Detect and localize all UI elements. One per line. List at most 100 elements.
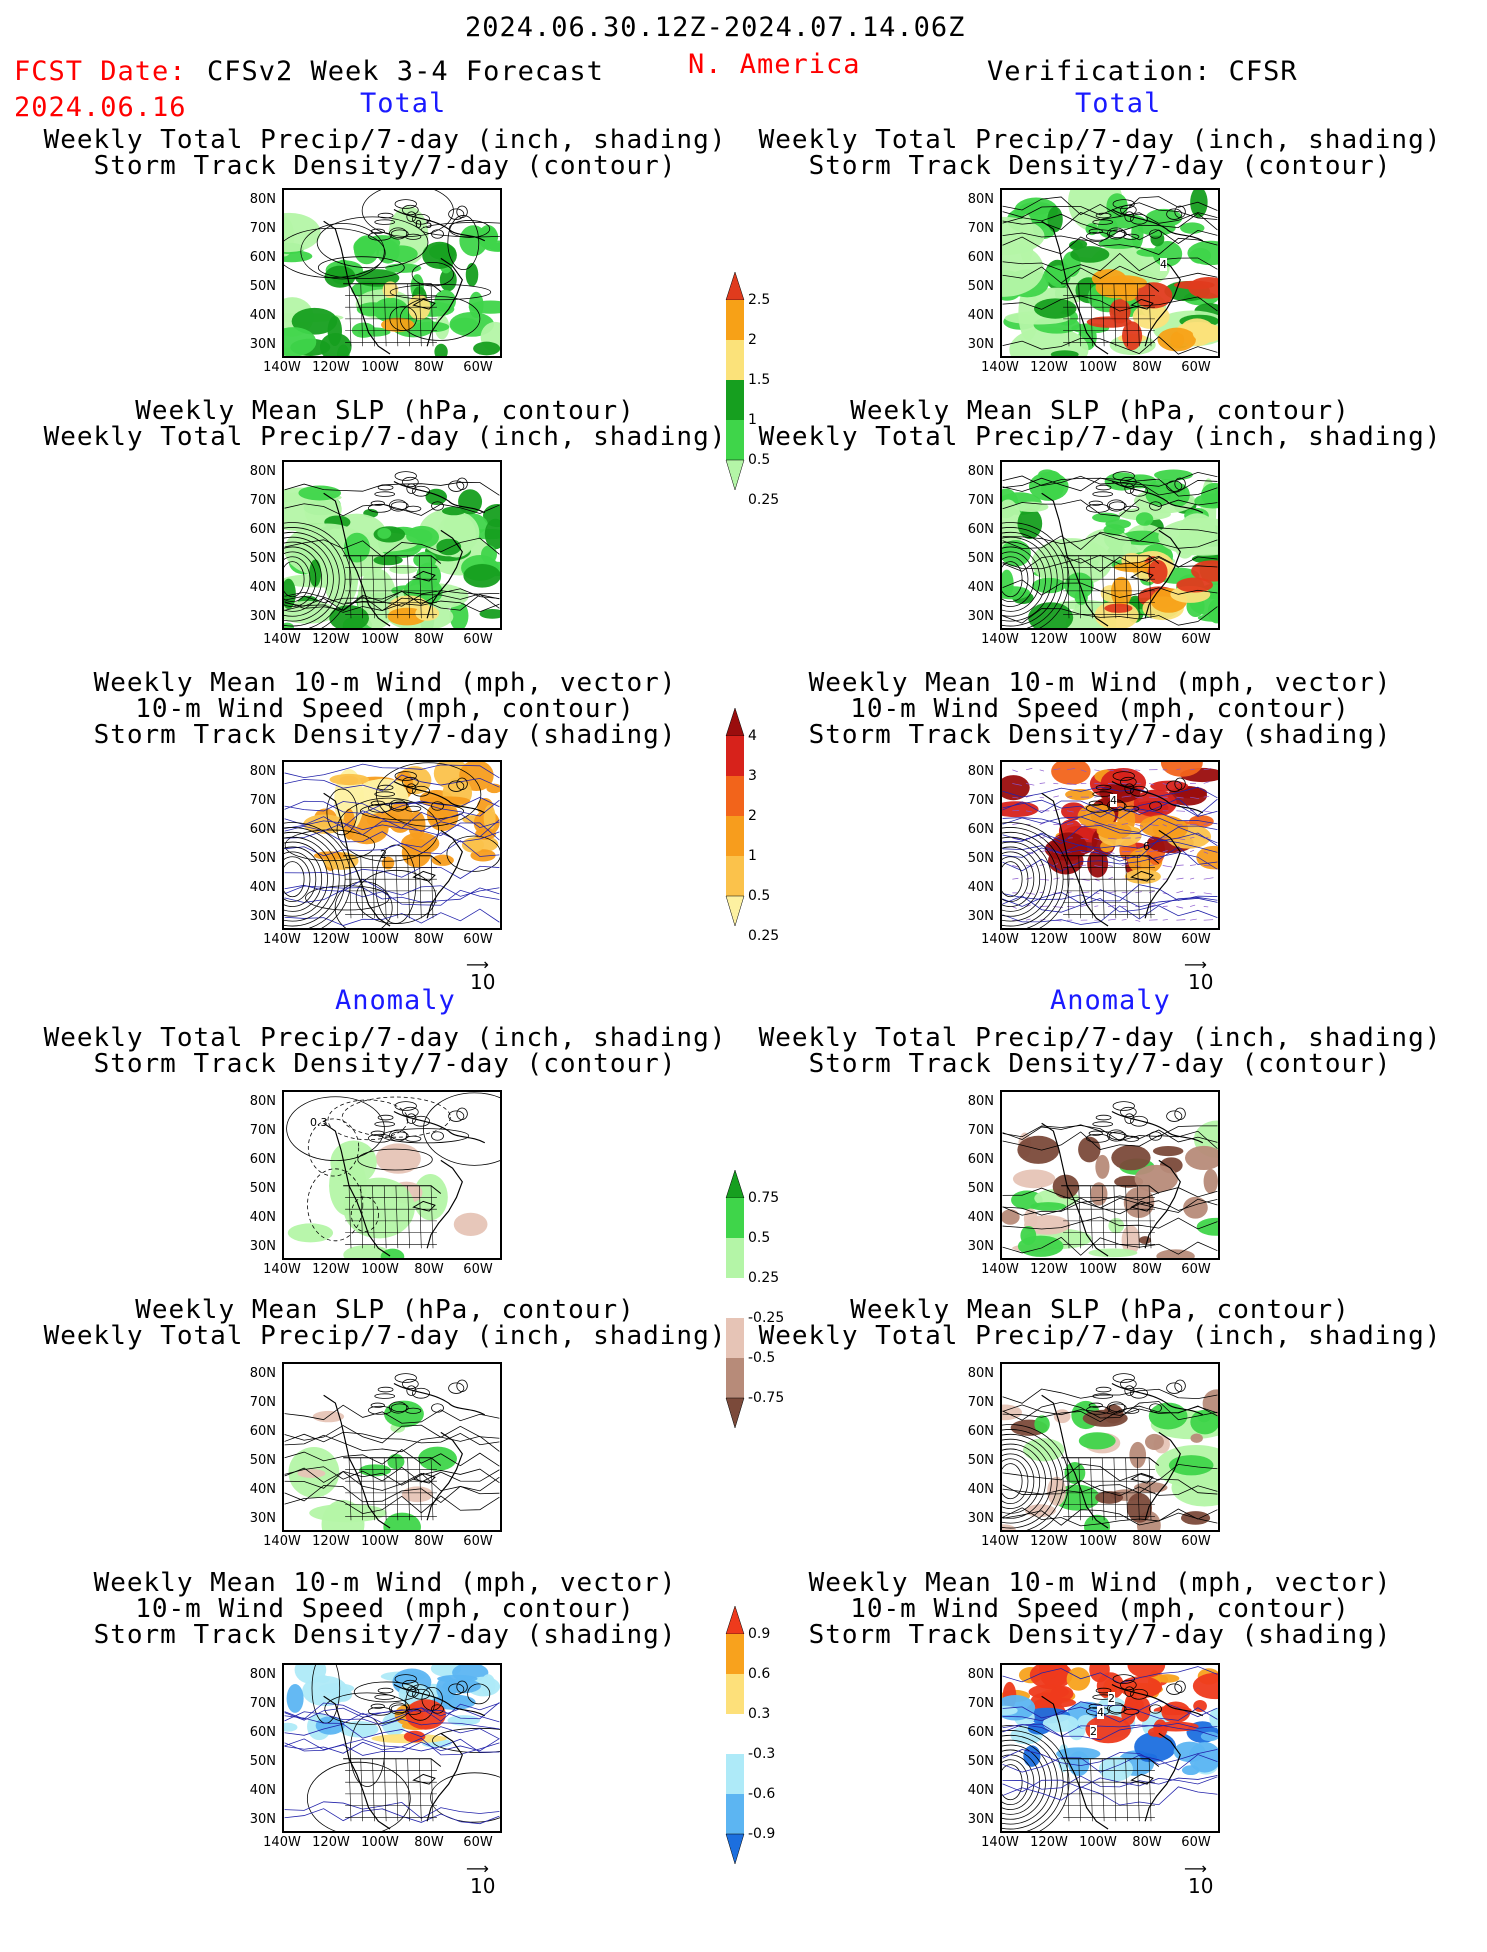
lon-tick-label: 80W	[409, 360, 449, 375]
colorbar-label: -0.25	[748, 1310, 784, 1326]
lon-tick-label: 120W	[1029, 1534, 1069, 1549]
lon-tick-label: 100W	[1078, 1262, 1118, 1277]
lat-tick-label: 80N	[960, 192, 994, 207]
vector-reference-right-top: ⟶ 10	[1184, 960, 1213, 994]
lon-tick-label: 80W	[409, 1534, 449, 1549]
contour-label: 2	[1090, 1725, 1097, 1738]
lat-tick-label: 50N	[242, 551, 276, 566]
lat-tick-label: 60N	[242, 1424, 276, 1439]
arrow-right-icon: ⟶	[1184, 960, 1213, 970]
lat-tick-label: 70N	[242, 793, 276, 808]
lon-tick-label: 140W	[262, 1534, 302, 1549]
lon-tick-label: 120W	[1029, 1835, 1069, 1850]
colorbar-label: 2	[748, 332, 757, 348]
fcst-date-value: 2024.06.16	[14, 92, 187, 123]
lat-tick-label: 70N	[242, 1123, 276, 1138]
map-verif-wind-storm-anom	[1000, 1663, 1220, 1833]
lat-tick-label: 70N	[242, 493, 276, 508]
lon-tick-label: 60W	[1176, 360, 1216, 375]
lat-tick-label: 40N	[960, 1210, 994, 1225]
map-graphic	[1002, 462, 1218, 628]
lat-tick-label: 30N	[242, 1511, 276, 1526]
map-graphic	[284, 190, 500, 356]
panel-title-r2: Weekly Mean SLP (hPa, contour)Weekly Tot…	[750, 398, 1450, 450]
colorbar-label: 0.25	[748, 492, 779, 508]
lat-tick-label: 60N	[242, 522, 276, 537]
section-anomaly-right: Anomaly	[1050, 985, 1171, 1016]
colorbar-label: 3	[748, 768, 757, 784]
lat-tick-label: 50N	[242, 1754, 276, 1769]
contour-label: 6	[1143, 840, 1150, 853]
lat-tick-label: 50N	[242, 1181, 276, 1196]
lat-tick-label: 40N	[242, 308, 276, 323]
colorbar-label: -0.75	[748, 1390, 784, 1406]
fcst-date-label: FCST Date:	[14, 56, 187, 87]
map-verif-precip-storm-anom	[1000, 1090, 1220, 1260]
lon-tick-label: 80W	[1127, 1835, 1167, 1850]
colorbar-label: 0.25	[748, 1270, 779, 1286]
panel-title-r1: Weekly Total Precip/7-day (inch, shading…	[750, 127, 1450, 179]
lat-tick-label: 50N	[242, 279, 276, 294]
contour-label: 0.3	[310, 1116, 328, 1129]
period-title: 2024.06.30.12Z-2024.07.14.06Z	[465, 12, 965, 43]
lat-tick-label: 80N	[242, 192, 276, 207]
colorbar-label: 0.3	[748, 1706, 770, 1722]
lon-tick-label: 120W	[311, 1534, 351, 1549]
lat-tick-label: 80N	[242, 764, 276, 779]
lat-tick-label: 80N	[960, 1667, 994, 1682]
lon-tick-label: 80W	[1127, 360, 1167, 375]
lat-tick-label: 70N	[960, 221, 994, 236]
colorbar-label: -0.9	[748, 1826, 775, 1842]
contour-label: 4	[1110, 794, 1117, 807]
map-graphic	[1002, 762, 1218, 928]
map-graphic	[1002, 1364, 1218, 1530]
lat-tick-label: 30N	[960, 609, 994, 624]
lat-tick-label: 70N	[242, 1696, 276, 1711]
lon-tick-label: 60W	[1176, 1262, 1216, 1277]
lat-tick-label: 50N	[242, 1453, 276, 1468]
colorbar-graphic	[720, 270, 750, 574]
lat-tick-label: 80N	[960, 764, 994, 779]
colorbar-graphic	[720, 706, 750, 1010]
map-graphic	[1002, 1665, 1218, 1831]
panel-title-l4: Weekly Total Precip/7-day (inch, shading…	[35, 1025, 735, 1077]
contour-label: 4	[1160, 258, 1167, 271]
lat-tick-label: 60N	[242, 1152, 276, 1167]
lon-tick-label: 100W	[360, 632, 400, 647]
lon-tick-label: 140W	[980, 1534, 1020, 1549]
arrow-right-icon: ⟶	[466, 1864, 495, 1874]
lon-tick-label: 140W	[262, 632, 302, 647]
lat-tick-label: 30N	[960, 1812, 994, 1827]
map-graphic	[284, 1665, 500, 1831]
arrow-right-icon: ⟶	[1184, 1864, 1213, 1874]
lat-tick-label: 40N	[242, 1482, 276, 1497]
lat-tick-label: 60N	[960, 522, 994, 537]
lat-tick-label: 30N	[960, 909, 994, 924]
map-forecast-wind-storm	[282, 760, 502, 930]
lon-tick-label: 100W	[360, 1534, 400, 1549]
lat-tick-label: 60N	[960, 822, 994, 837]
panel-title-r6: Weekly Mean 10-m Wind (mph, vector)10-m …	[750, 1570, 1450, 1648]
map-forecast-slp-precip	[282, 460, 502, 630]
lon-tick-label: 80W	[409, 1835, 449, 1850]
model-title: CFSv2 Week 3-4 Forecast	[207, 56, 604, 87]
lat-tick-label: 30N	[960, 337, 994, 352]
panel-title-l1: Weekly Total Precip/7-day (inch, shading…	[35, 127, 735, 179]
panel-title-l2: Weekly Mean SLP (hPa, contour)Weekly Tot…	[35, 398, 735, 450]
lat-tick-label: 80N	[960, 1094, 994, 1109]
lon-tick-label: 60W	[458, 1835, 498, 1850]
lon-tick-label: 60W	[1176, 932, 1216, 947]
lon-tick-label: 100W	[360, 360, 400, 375]
panel-title-l6: Weekly Mean 10-m Wind (mph, vector)10-m …	[35, 1570, 735, 1648]
map-graphic	[284, 462, 500, 628]
lon-tick-label: 140W	[262, 360, 302, 375]
colorbar-label: -0.3	[748, 1746, 775, 1762]
lat-tick-label: 30N	[960, 1511, 994, 1526]
map-verif-slp-precip-anom	[1000, 1362, 1220, 1532]
lon-tick-label: 100W	[1078, 360, 1118, 375]
lat-tick-label: 40N	[960, 880, 994, 895]
lat-tick-label: 70N	[242, 1395, 276, 1410]
lon-tick-label: 140W	[262, 932, 302, 947]
colorbar-graphic	[720, 1604, 750, 1948]
